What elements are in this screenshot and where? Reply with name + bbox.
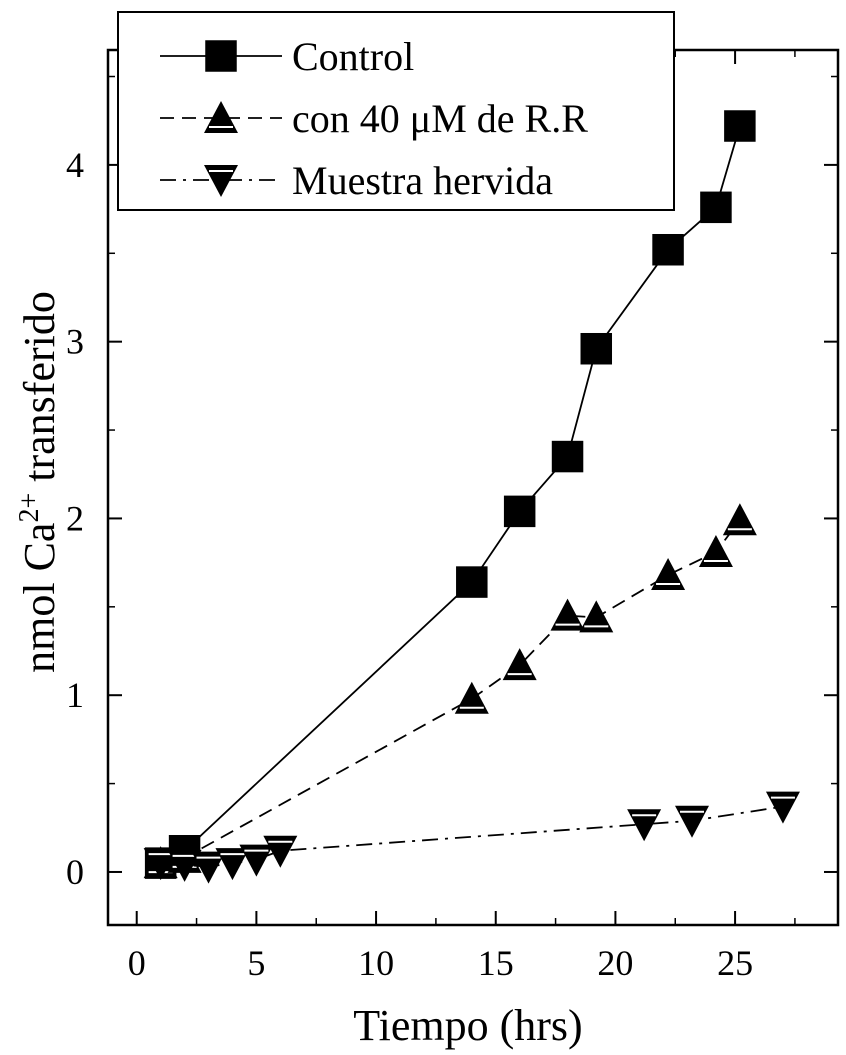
legend-marker <box>205 40 237 72</box>
data-point <box>456 566 488 598</box>
legend-label: con 40 μM de R.R <box>292 96 588 141</box>
y-tick-label: 3 <box>66 322 84 362</box>
y-axis-title-prefix: nmol Ca <box>15 523 64 673</box>
x-tick-label: 15 <box>478 943 514 983</box>
x-axis-title: Tiempo (hrs) <box>353 1001 582 1050</box>
data-point <box>700 191 732 224</box>
x-tick-label: 10 <box>358 943 394 983</box>
y-axis-title-superscript: 2+ <box>14 493 45 523</box>
data-point <box>651 558 686 590</box>
data-point <box>239 844 274 877</box>
x-tick-label: 5 <box>247 943 265 983</box>
y-axis-title-suffix: transferido <box>15 291 64 493</box>
y-tick-label: 2 <box>66 498 84 538</box>
data-point <box>652 233 684 266</box>
data-point <box>143 848 178 881</box>
legend-item-2: con 40 μM de R.R <box>160 96 588 141</box>
series-3 <box>143 791 800 884</box>
data-point <box>627 809 662 842</box>
legend-item-3: Muestra hervida <box>160 158 553 203</box>
legend: Control con 40 μM de R.R Muestra hervida <box>117 11 675 211</box>
data-point <box>724 110 756 142</box>
legend-item-1: Control <box>160 34 414 79</box>
series-layer <box>143 110 800 884</box>
data-point <box>579 600 614 633</box>
y-tick-label: 1 <box>66 675 84 715</box>
legend-label: Muestra hervida <box>292 158 553 203</box>
legend-marker <box>204 165 238 197</box>
series-1 <box>144 110 756 879</box>
data-point <box>765 791 800 824</box>
data-point <box>550 598 585 631</box>
data-point <box>675 805 709 838</box>
y-tick-label: 0 <box>66 852 84 892</box>
x-tick-label: 0 <box>128 943 146 983</box>
data-point <box>263 835 298 868</box>
x-tick-label: 25 <box>717 943 753 983</box>
data-point <box>191 851 226 884</box>
y-tick-label: 4 <box>66 145 84 185</box>
data-point <box>580 332 613 365</box>
legend-label: Control <box>292 34 414 79</box>
axes-layer: 0 5 10 15 20 25 0 1 2 3 4 <box>66 48 840 983</box>
x-tick-label: 20 <box>597 943 633 983</box>
y-axis-title: nmol Ca2+ transferido <box>14 291 64 673</box>
data-point <box>503 495 536 528</box>
data-point <box>722 503 757 536</box>
legend-marker <box>204 101 238 133</box>
data-point <box>167 849 202 882</box>
data-point <box>215 848 250 881</box>
series-3-line <box>160 805 784 868</box>
series-2-line <box>160 519 741 865</box>
data-point <box>551 440 584 473</box>
data-point <box>502 648 537 681</box>
series-2 <box>143 503 757 879</box>
data-point <box>698 535 733 568</box>
data-point <box>454 681 489 714</box>
